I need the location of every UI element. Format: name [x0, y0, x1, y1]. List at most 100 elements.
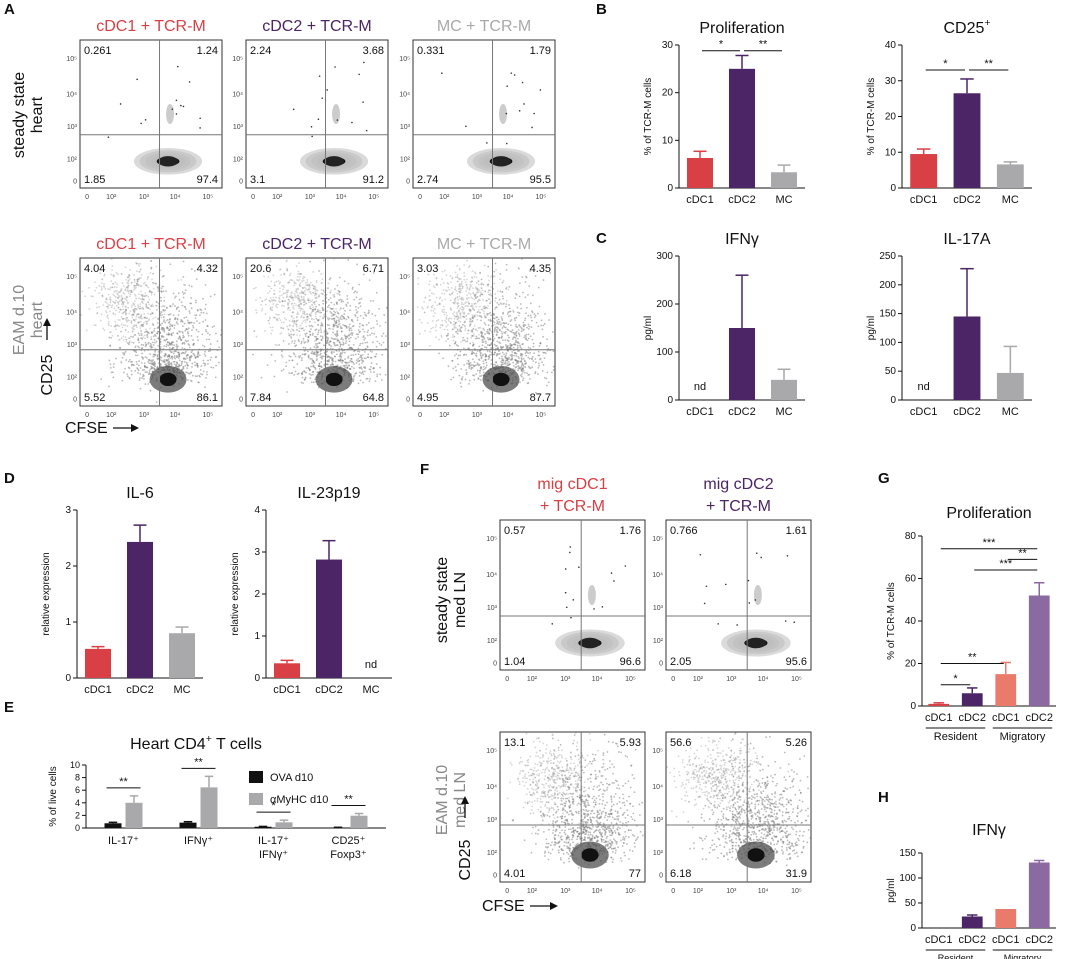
event-dot [170, 362, 173, 364]
event-dot [290, 278, 293, 281]
event-dot [442, 305, 445, 308]
event-dot [586, 793, 589, 796]
event-dot [518, 314, 520, 317]
event-dot [511, 329, 514, 332]
event-dot [100, 313, 103, 316]
event-dot [311, 135, 313, 138]
event-dot [287, 289, 290, 292]
event-dot [191, 349, 194, 352]
event-dot [359, 356, 361, 359]
event-dot [310, 374, 312, 376]
event-dot [531, 311, 534, 314]
event-dot [316, 342, 319, 345]
event-dot [468, 382, 470, 385]
event-dot [142, 336, 145, 339]
event-dot [599, 821, 602, 824]
event-dot [624, 816, 627, 819]
event-dot [280, 321, 283, 324]
event-dot [124, 298, 127, 301]
event-dot [286, 302, 289, 304]
event-dot [253, 330, 256, 332]
event-dot [547, 801, 550, 804]
event-dot [334, 360, 337, 363]
event-dot [527, 374, 530, 376]
event-dot [154, 282, 157, 285]
event-dot [315, 296, 318, 299]
event-dot [582, 821, 585, 823]
event-dot [138, 360, 141, 363]
event-dot [122, 311, 125, 314]
event-dot [103, 285, 105, 287]
event-dot [148, 362, 151, 365]
event-dot [473, 325, 476, 327]
event-dot [311, 325, 314, 328]
event-dot [349, 336, 352, 339]
event-dot [566, 797, 569, 800]
event-dot [366, 377, 369, 380]
event-dot [611, 763, 614, 766]
event-dot [475, 305, 477, 308]
event-dot [290, 372, 293, 375]
event-dot [561, 838, 563, 841]
event-dot [362, 317, 365, 320]
event-dot [383, 314, 386, 316]
event-dot [503, 353, 506, 356]
event-dot [456, 280, 459, 283]
event-dot [490, 353, 493, 356]
event-dot [133, 303, 136, 305]
event-dot [277, 280, 280, 282]
event-dot [520, 352, 522, 355]
event-dot [292, 304, 295, 307]
event-dot [462, 354, 465, 356]
event-dot [627, 820, 630, 823]
event-dot [489, 293, 492, 295]
event-dot [428, 283, 431, 286]
event-dot [469, 319, 472, 322]
event-dot [170, 334, 173, 337]
event-dot [647, 852, 649, 854]
event-dot [459, 313, 462, 316]
event-dot [90, 295, 93, 298]
event-dot [458, 283, 461, 286]
event-dot [545, 838, 548, 841]
y-tick-label: 10⁵ [399, 274, 410, 281]
event-dot [485, 346, 488, 349]
event-dot [122, 285, 125, 288]
event-dot [118, 311, 121, 313]
event-dot [176, 346, 179, 349]
event-dot [296, 291, 298, 294]
event-dot [376, 340, 379, 343]
event-dot [322, 355, 325, 358]
event-dot [570, 809, 572, 812]
event-dot [230, 359, 232, 361]
event-dot [135, 297, 138, 300]
event-dot [341, 361, 344, 364]
event-dot [613, 766, 616, 768]
event-dot [163, 319, 166, 321]
event-dot [362, 381, 364, 384]
event-dot [273, 284, 276, 287]
event-dot [153, 341, 156, 344]
event-dot [144, 371, 147, 374]
event-dot [144, 119, 147, 121]
event-dot [117, 339, 120, 341]
event-dot [342, 316, 345, 319]
event-dot [530, 316, 533, 319]
event-dot [522, 370, 524, 373]
event-dot [99, 272, 102, 275]
event-dot [189, 356, 191, 359]
event-dot [548, 319, 550, 321]
event-dot [439, 324, 442, 327]
event-dot [511, 355, 513, 358]
event-dot [617, 784, 620, 786]
event-dot [126, 288, 129, 290]
event-dot [508, 304, 510, 306]
event-dot [584, 833, 587, 836]
event-dot [515, 293, 518, 296]
event-dot [512, 310, 515, 313]
event-dot [140, 337, 142, 339]
event-dot [121, 273, 123, 276]
event-dot [293, 292, 296, 295]
event-dot [456, 280, 459, 283]
y-tick-label: 10⁵ [66, 274, 77, 281]
